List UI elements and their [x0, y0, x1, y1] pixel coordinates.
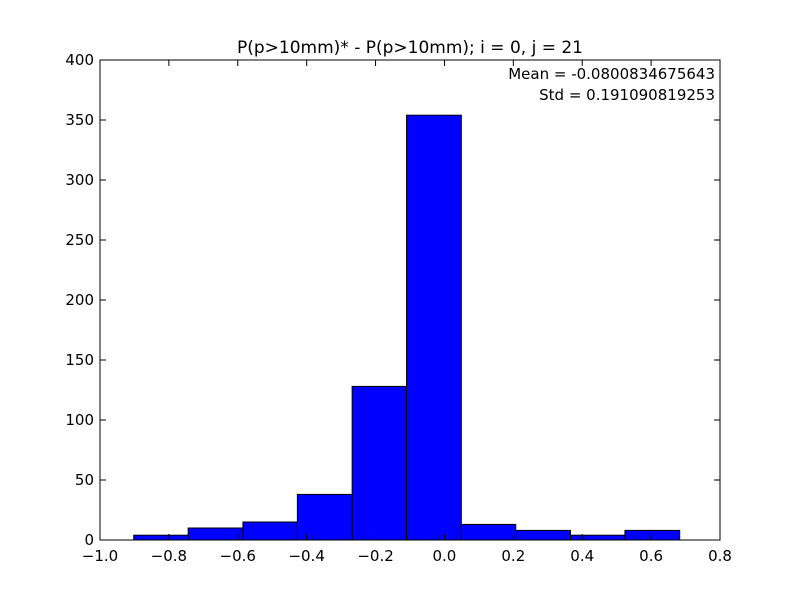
histogram-bar: [187, 527, 244, 541]
histogram-bar: [296, 493, 353, 541]
x-tick-label: −0.6: [220, 547, 256, 565]
y-tick-label: 350: [65, 111, 94, 129]
ticks-layer: −1.0 −0.8 −0.6 −0.4 −0.2 0.0 0.2 0.4 0.6 0.8 0 50 10…: [65, 51, 732, 565]
x-tick-label: 0.4: [570, 547, 594, 565]
y-tick-label: 100: [65, 411, 94, 429]
histogram-bar: [133, 534, 189, 541]
histogram-bar: [624, 529, 681, 541]
x-tick-label: −0.8: [151, 547, 187, 565]
mean-annotation: Mean = -0.0800834675643: [508, 65, 715, 83]
y-tick-label: 50: [75, 471, 94, 489]
x-tick-label: 0.6: [639, 547, 663, 565]
x-tick-label: −0.2: [357, 547, 393, 565]
x-tick-label: 0.8: [708, 547, 732, 565]
x-tick-label: 0.2: [501, 547, 525, 565]
bars-layer: [133, 114, 681, 541]
histogram-bar: [406, 114, 462, 541]
histogram-bar: [515, 529, 572, 541]
histogram-bar: [242, 521, 298, 541]
y-tick-label: 400: [65, 51, 94, 69]
y-tick-label: 300: [65, 171, 94, 189]
x-tick-label: −1.0: [82, 547, 118, 565]
plot-frame: [99, 59, 721, 541]
y-tick-label: 150: [65, 351, 94, 369]
y-tick-label: 250: [65, 231, 94, 249]
histogram-bar: [351, 385, 408, 541]
y-tick-label: 0: [84, 531, 94, 549]
chart-title: P(p>10mm)* - P(p>10mm); i = 0, j = 21: [237, 38, 583, 58]
std-annotation: Std = 0.191090819253: [539, 86, 715, 104]
x-tick-label: −0.4: [288, 547, 324, 565]
histogram-bar: [570, 534, 626, 541]
histogram-bar: [460, 523, 517, 541]
x-tick-label: 0.0: [433, 547, 457, 565]
y-tick-label: 200: [65, 291, 94, 309]
